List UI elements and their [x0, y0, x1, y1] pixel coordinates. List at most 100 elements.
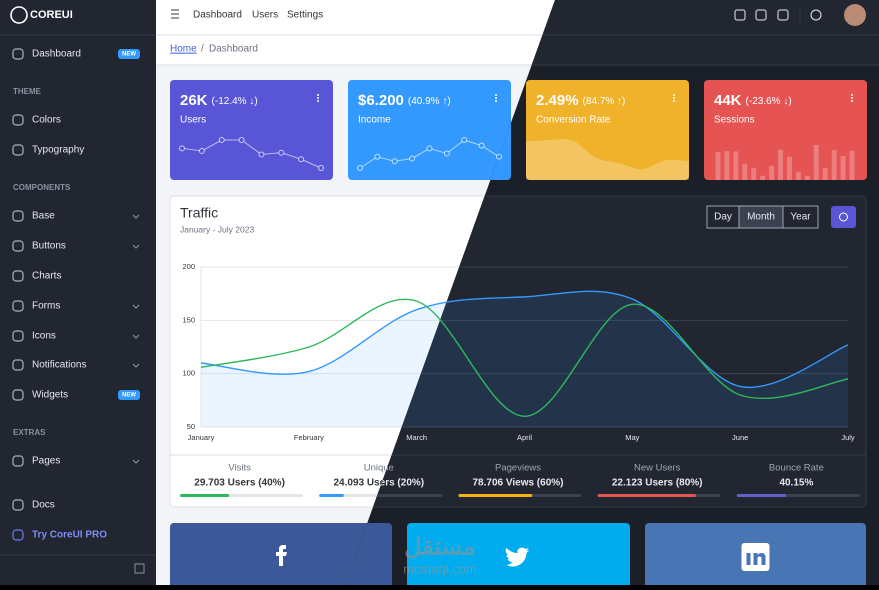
y-tick-label: 100 — [182, 369, 195, 378]
nav-icon — [12, 240, 24, 252]
stat-label: Income — [358, 115, 391, 126]
progress-bar — [319, 494, 344, 497]
spark-point — [426, 145, 433, 152]
stat-change: (84.7% ↑) — [583, 96, 626, 107]
download-icon — [840, 213, 848, 221]
stat-title: Visits — [228, 463, 251, 474]
spark-point — [409, 155, 416, 162]
stat-figure: 78.706 Views (60%) — [473, 478, 564, 489]
nav-item[interactable]: Widgets — [32, 390, 68, 401]
theme-icon[interactable] — [811, 10, 821, 20]
nav-icon — [12, 455, 24, 467]
nav-item[interactable]: Docs — [32, 500, 55, 511]
progress-bar — [180, 494, 230, 497]
y-tick-label: 150 — [182, 315, 195, 324]
kebab-dot — [495, 100, 497, 102]
stat-label: Conversion Rate — [536, 115, 611, 126]
header-icon[interactable] — [756, 10, 766, 20]
nav-item[interactable]: Forms — [32, 301, 60, 312]
stat-label: Users — [180, 115, 206, 126]
stat-title: New Users — [634, 463, 681, 474]
download-button[interactable] — [831, 206, 856, 228]
collapse-toggle[interactable] — [134, 563, 145, 574]
spark-point — [357, 165, 363, 171]
stat-figure: 24.093 Users (20%) — [333, 478, 424, 489]
spark-bar — [787, 157, 792, 180]
x-tick-label: March — [406, 433, 427, 442]
range-button-label[interactable]: Month — [747, 212, 775, 223]
chevron — [132, 363, 140, 368]
stat-value: $6.200 (40.9% ↑) — [358, 92, 451, 109]
header-nav[interactable]: Settings — [287, 10, 323, 21]
stat-title: Unique — [364, 463, 394, 474]
badge-bg — [118, 49, 140, 59]
breadcrumb-link[interactable]: Home — [170, 44, 197, 55]
spark-bar — [814, 145, 819, 180]
nav-item[interactable]: Try CoreUI PRO — [32, 530, 107, 541]
badge-bg — [118, 390, 140, 400]
progress-bar — [737, 494, 786, 497]
nav-item[interactable]: Icons — [32, 331, 56, 342]
spark-bar — [760, 176, 765, 180]
range-button[interactable] — [783, 206, 818, 228]
spark-point — [218, 137, 225, 143]
nav-icon — [12, 48, 24, 60]
stat-value-text: $6.200 — [358, 92, 404, 109]
spark-bar — [823, 168, 828, 180]
avatar[interactable] — [844, 4, 866, 26]
nav-icon — [12, 270, 24, 282]
sidebar: COREUI Dashboard NEW THEME Colors Typography C… — [0, 0, 156, 585]
stat-card — [170, 80, 333, 180]
chevron — [132, 304, 140, 309]
kebab-dot — [851, 100, 853, 102]
stat-value-text: 2.49% — [536, 92, 579, 109]
spark-point — [198, 147, 205, 154]
nav-item[interactable]: Colors — [32, 115, 61, 126]
badge: NEW — [122, 52, 136, 58]
spark-point — [258, 151, 265, 158]
nav-item[interactable]: Notifications — [32, 360, 86, 371]
spark-bar — [769, 166, 774, 180]
nav-item[interactable]: Buttons — [32, 241, 66, 252]
sparkline — [181, 139, 322, 169]
stat-value: 2.49% (84.7% ↑) — [536, 92, 625, 109]
nav-icon — [12, 529, 24, 541]
nav-item[interactable]: Typography — [32, 145, 84, 156]
nav-item[interactable]: Charts — [32, 271, 61, 282]
spark-point — [278, 149, 285, 156]
nav-heading: COMPONENTS — [13, 183, 71, 192]
menu-toggle[interactable] — [171, 9, 179, 19]
sidebar-bg — [0, 0, 156, 585]
brand-logo — [10, 6, 28, 24]
kebab-dot — [851, 94, 853, 96]
nav-icon — [12, 499, 24, 511]
spark-bar — [742, 164, 747, 180]
stat-value-text: 44K — [714, 92, 742, 109]
header-nav[interactable]: Users — [252, 10, 278, 21]
spark-area — [526, 139, 689, 180]
nav-heading: THEME — [13, 87, 42, 96]
nav-item[interactable]: Dashboard — [32, 49, 81, 60]
spark-point — [478, 142, 485, 149]
header-icon[interactable] — [778, 10, 788, 20]
y-tick-label: 200 — [182, 262, 195, 271]
stat-figure: 22.123 Users (80%) — [612, 478, 703, 489]
range-button-label[interactable]: Year — [790, 212, 811, 223]
kebab-dot — [495, 94, 497, 96]
twitter-icon — [506, 548, 530, 567]
stat-value-text: 26K — [180, 92, 208, 109]
range-button-label[interactable]: Day — [714, 212, 732, 223]
spark-point — [318, 165, 324, 171]
nav-item[interactable]: Base — [32, 211, 55, 222]
nav-item[interactable]: Pages — [32, 456, 60, 467]
spark-point — [391, 158, 398, 165]
progress-bar — [598, 494, 696, 497]
nav-icon — [12, 144, 24, 156]
chart-subtitle: January - July 2023 — [180, 224, 254, 234]
x-tick-label: February — [294, 433, 324, 442]
header-nav[interactable]: Dashboard — [193, 10, 242, 21]
header-icon[interactable] — [735, 10, 745, 20]
spark-bar — [778, 150, 783, 180]
stat-change: (-12.4% ↓) — [212, 96, 258, 107]
